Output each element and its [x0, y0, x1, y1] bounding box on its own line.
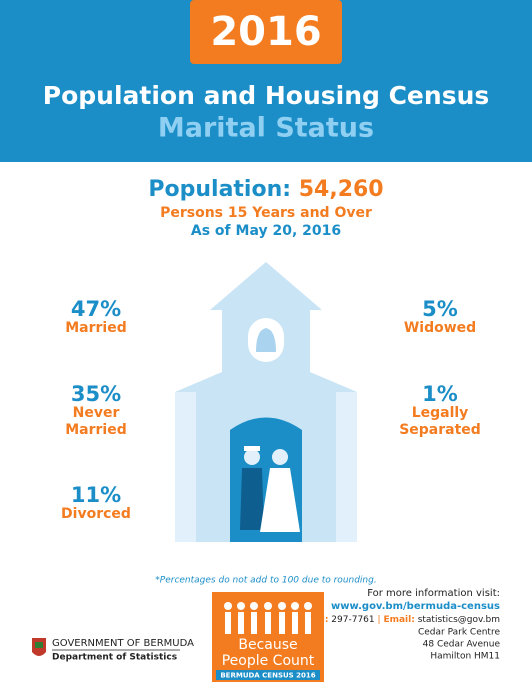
email-label: Email:: [383, 615, 414, 625]
stat-label: Never: [73, 405, 120, 421]
address-line: Cedar Park Centre: [418, 628, 500, 638]
footnote: *Percentages do not add to 100 due to ro…: [155, 576, 376, 586]
logo-line: People Count: [222, 653, 315, 669]
government-name: GOVERNMENT OF BERMUDA: [52, 638, 194, 649]
population-label: Population:: [148, 177, 291, 202]
stat-percent: 11%: [71, 483, 121, 507]
contact-intro: For more information visit:: [367, 588, 500, 599]
stat-label: Married: [65, 320, 127, 336]
stat-label: Separated: [399, 422, 481, 438]
population-scope: Persons 15 Years and Over: [160, 205, 372, 221]
population-line: Population: 54,260: [148, 177, 383, 202]
coat-of-arms: [32, 638, 46, 656]
stat-percent: 5%: [422, 297, 458, 321]
logo-banner-bg: [216, 670, 320, 680]
address-line: 48 Cedar Avenue: [423, 640, 501, 650]
chapel-illustration: [175, 262, 357, 542]
stat-label: Married: [65, 422, 127, 438]
stat-label: Divorced: [61, 506, 131, 522]
stat-label: Widowed: [404, 320, 476, 336]
population-value: 54,260: [299, 177, 384, 202]
population-date: As of May 20, 2016: [191, 223, 341, 239]
contact-line: Tel: 297-7761 | Email: statistics@gov.bm: [311, 615, 500, 625]
stat-label: Legally: [412, 405, 469, 421]
tel-label: Tel:: [311, 615, 329, 625]
stat-percent: 47%: [71, 297, 121, 321]
subtitle: Marital Status: [158, 113, 374, 144]
address-line: Hamilton HM11: [430, 652, 500, 662]
logo-figures: [224, 602, 312, 634]
email[interactable]: statistics@gov.bm: [418, 615, 500, 625]
year-box: [190, 0, 342, 64]
stat-percent: 35%: [71, 382, 121, 406]
logo-line: Because: [238, 637, 297, 653]
title: Population and Housing Census: [43, 81, 490, 110]
government-department: Department of Statistics: [52, 653, 177, 663]
separator: |: [378, 615, 381, 625]
stat-percent: 1%: [422, 382, 458, 406]
year: 2016: [210, 9, 321, 55]
logo-banner: BERMUDA CENSUS 2016: [220, 672, 315, 680]
contact-url[interactable]: www.gov.bm/bermuda-census: [331, 601, 500, 612]
tel: 297-7761: [331, 615, 374, 625]
